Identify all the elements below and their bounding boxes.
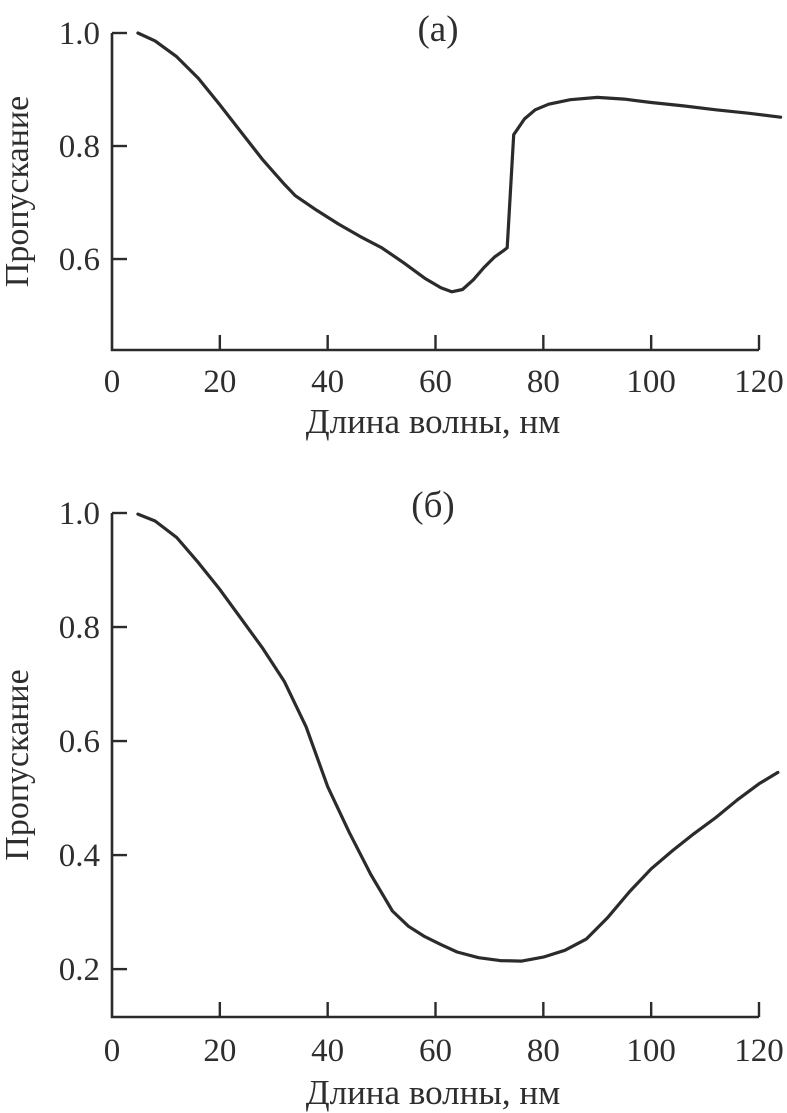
x-tick-label: 20 (203, 1033, 236, 1069)
curve-transmittance-a (136, 31, 783, 294)
panel-label-b: (б) (411, 485, 454, 526)
x-tick-label: 40 (311, 364, 344, 400)
x-tick-label: 60 (419, 364, 452, 400)
y-tick-label: 1.0 (59, 496, 100, 532)
panel-label-a: (а) (417, 9, 458, 50)
x-axis-title: Длина волны, нм (306, 1073, 561, 1112)
y-tick-label: 1.0 (59, 16, 100, 52)
panel-a-axes (110, 33, 759, 352)
x-tick-label: 100 (626, 1033, 676, 1069)
x-tick-label: 120 (734, 1033, 784, 1069)
y-tick-label: 0.2 (59, 952, 100, 988)
x-tick-label: 0 (104, 1033, 121, 1069)
y-axis-title: Пропускание (0, 96, 36, 287)
y-tick-label: 0.6 (59, 242, 100, 278)
y-tick-label: 0.8 (59, 610, 100, 646)
x-tick-label: 100 (626, 364, 676, 400)
y-tick-label: 0.8 (59, 129, 100, 165)
x-tick-label: 60 (419, 1033, 452, 1069)
x-tick-label: 40 (311, 1033, 344, 1069)
x-axis-title: Длина волны, нм (306, 402, 561, 441)
y-axis-title: Пропускание (0, 669, 36, 860)
x-tick-label: 80 (527, 1033, 560, 1069)
x-tick-label: 120 (734, 364, 784, 400)
x-tick-label: 20 (203, 364, 236, 400)
y-tick-label: 0.6 (59, 724, 100, 760)
x-tick-label: 0 (104, 364, 121, 400)
curve-transmittance-b (136, 512, 780, 963)
x-tick-label: 80 (527, 364, 560, 400)
y-tick-label: 0.4 (59, 838, 100, 874)
